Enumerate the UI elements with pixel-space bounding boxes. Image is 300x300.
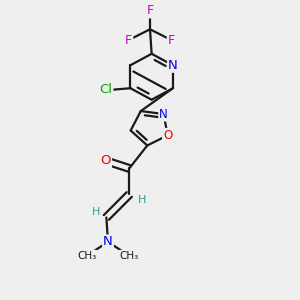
Text: H: H <box>92 207 100 217</box>
Text: O: O <box>163 129 172 142</box>
Text: F: F <box>146 4 154 17</box>
Text: CH₃: CH₃ <box>77 251 96 261</box>
Text: CH₃: CH₃ <box>120 251 139 261</box>
Text: Cl: Cl <box>99 83 112 96</box>
Text: F: F <box>168 34 175 46</box>
Text: N: N <box>103 236 113 248</box>
Text: N: N <box>159 108 168 121</box>
Text: O: O <box>100 154 111 167</box>
Text: F: F <box>125 34 132 46</box>
Text: N: N <box>168 59 178 72</box>
Text: H: H <box>137 195 146 205</box>
